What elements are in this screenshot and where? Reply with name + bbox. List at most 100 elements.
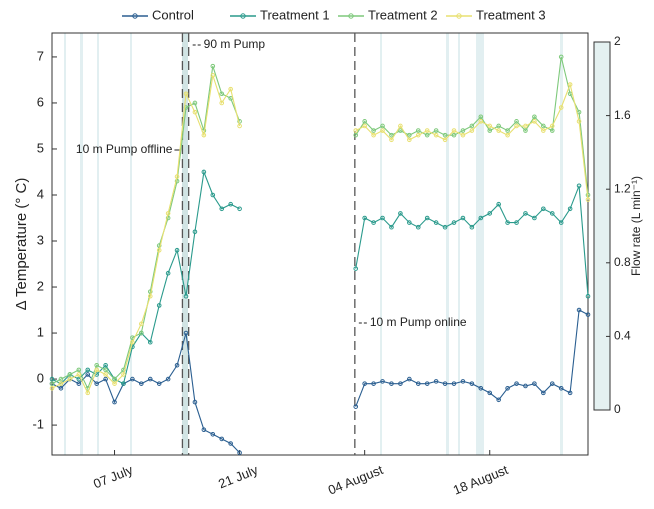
marker — [121, 381, 126, 386]
y-tick-label: 6 — [37, 94, 44, 109]
legend-marker — [240, 13, 246, 19]
marker — [532, 381, 537, 386]
marker — [228, 201, 233, 207]
marker — [362, 123, 367, 129]
marker — [424, 132, 430, 138]
marker — [389, 132, 394, 138]
marker — [130, 376, 135, 382]
marker — [76, 381, 82, 386]
y-axis-label: Δ Temperature (° C) — [13, 178, 30, 311]
marker — [165, 270, 171, 276]
marker — [514, 381, 519, 386]
marker — [389, 224, 394, 230]
marker — [442, 381, 448, 386]
marker — [460, 379, 466, 384]
marker — [201, 132, 207, 138]
marker — [67, 376, 73, 382]
marker — [415, 128, 421, 133]
marker — [415, 381, 421, 386]
marker — [201, 169, 207, 175]
series-line — [51, 75, 589, 395]
marker — [192, 100, 198, 106]
marker — [94, 362, 99, 368]
marker — [487, 211, 493, 216]
marker — [130, 339, 135, 345]
marker — [514, 123, 519, 129]
y-tick-label: 2 — [37, 278, 44, 293]
marker — [165, 215, 171, 221]
marker — [558, 385, 564, 391]
marker — [567, 206, 573, 212]
marker — [210, 63, 216, 69]
marker — [585, 312, 591, 317]
marker — [523, 123, 528, 129]
marker — [112, 399, 117, 405]
marker — [210, 192, 216, 198]
marker — [380, 215, 385, 221]
marker — [585, 293, 591, 299]
marker — [389, 137, 394, 143]
marker — [165, 211, 171, 216]
marker — [228, 441, 233, 446]
x-tick-label: 07 July — [91, 462, 135, 492]
marker — [237, 450, 242, 455]
y-tick-label: 0 — [37, 371, 44, 386]
marker — [398, 123, 403, 129]
marker — [451, 132, 457, 138]
colorbar-tick-label: 0 — [614, 402, 621, 416]
marker — [424, 128, 430, 133]
marker — [407, 137, 412, 143]
marker — [576, 183, 582, 189]
marker — [219, 100, 225, 106]
colorbar-label: Flow rate (L min⁻¹) — [629, 176, 643, 276]
marker — [67, 372, 73, 377]
marker — [442, 224, 448, 230]
colorbar-tick-label: 0.4 — [614, 329, 631, 343]
marker — [496, 201, 501, 207]
marker — [353, 128, 359, 133]
marker — [237, 119, 242, 124]
legend-marker — [348, 13, 354, 19]
marker — [487, 390, 493, 396]
series-line — [51, 169, 589, 385]
colorbar-tick-label: 0.8 — [614, 255, 631, 269]
y-tick-label: 3 — [37, 232, 44, 247]
marker — [505, 220, 510, 225]
marker — [407, 220, 412, 225]
x-tick-label: 04 August — [326, 462, 386, 498]
marker — [380, 128, 385, 133]
marker — [139, 330, 144, 336]
marker — [219, 206, 225, 212]
colorbar-tick-label: 1.6 — [614, 108, 631, 122]
marker — [558, 54, 564, 60]
marker — [85, 390, 91, 396]
marker — [353, 266, 359, 271]
marker — [237, 123, 242, 129]
marker — [85, 367, 91, 373]
marker — [174, 178, 180, 184]
plot-frame — [51, 32, 589, 456]
marker — [398, 211, 403, 216]
marker — [567, 82, 573, 87]
event-label: 10 m Pump online — [370, 315, 467, 329]
marker — [76, 372, 82, 377]
marker — [558, 220, 564, 225]
marker — [112, 376, 117, 382]
marker — [371, 381, 376, 386]
marker — [478, 215, 484, 221]
marker — [585, 197, 591, 202]
marker — [103, 367, 108, 373]
marker — [183, 91, 189, 97]
marker — [362, 215, 367, 221]
marker — [174, 247, 180, 253]
marker — [94, 367, 99, 373]
marker — [514, 220, 519, 225]
marker — [469, 381, 475, 386]
y-tick-label: 4 — [37, 186, 44, 201]
marker — [523, 128, 528, 133]
marker — [558, 105, 564, 110]
marker — [201, 427, 207, 432]
legend-label: Treatment 3 — [476, 7, 546, 22]
marker — [532, 114, 537, 120]
marker — [398, 128, 403, 133]
